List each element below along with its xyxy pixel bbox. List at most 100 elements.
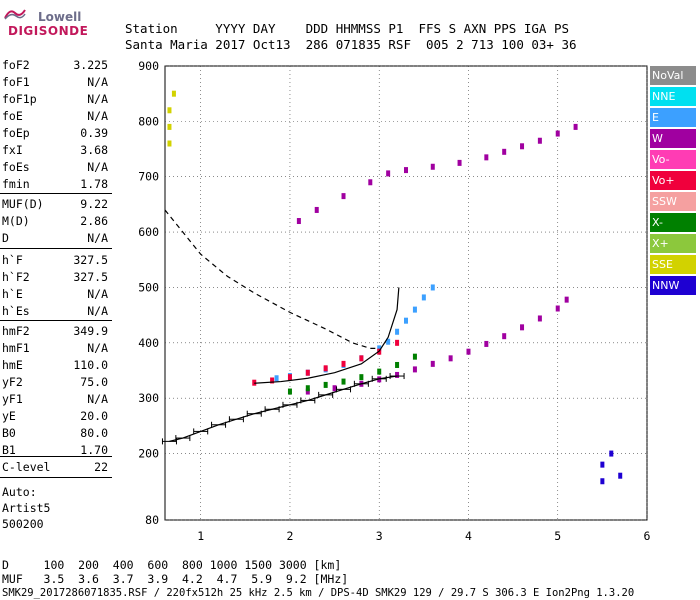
echo-point [537, 315, 542, 322]
echo-point [520, 143, 525, 150]
param-row: foEp 0.39 [2, 126, 108, 140]
separator [0, 193, 112, 194]
echo-point [386, 338, 391, 345]
legend-item-sse: SSE [650, 255, 696, 274]
auto-label: Auto: [2, 485, 37, 499]
legend-item-nnw: NNW [650, 276, 696, 295]
param-row: yF2 75.0 [2, 375, 108, 389]
echo-point [395, 371, 400, 378]
echo-point [457, 159, 462, 166]
y-tick-label: 400 [138, 336, 159, 350]
density-profile-line [169, 375, 398, 442]
y-tick-label: 500 [138, 280, 159, 294]
o-trace-curve [254, 287, 400, 384]
echo-point [287, 388, 292, 395]
legend-item-vo-minus: Vo- [650, 150, 696, 169]
echo-point [395, 328, 400, 335]
echo-point [421, 294, 426, 301]
echo-point [171, 90, 176, 97]
legend-item-x-plus: X+ [650, 234, 696, 253]
echo-point [412, 353, 417, 360]
echo-point [448, 355, 453, 362]
legend-item-nne: NNE [650, 87, 696, 106]
digisonde-logo-icon [4, 9, 26, 20]
echo-point [395, 361, 400, 368]
param-row: hmE 110.0 [2, 358, 108, 372]
y-tick-label: 700 [138, 170, 159, 184]
echo-point [555, 130, 560, 137]
separator [0, 320, 112, 321]
echo-point [296, 218, 301, 225]
x-tick-label: 5 [554, 529, 561, 543]
echo-point [502, 333, 507, 340]
echo-point [412, 306, 417, 313]
echo-point [484, 154, 489, 161]
legend-item-e: E [650, 108, 696, 127]
logo-top-text: Lowell [38, 10, 82, 24]
echo-point [609, 450, 614, 457]
echo-point [341, 193, 346, 200]
echo-point [395, 339, 400, 346]
logo-bottom-text: DIGISONDE [8, 24, 89, 38]
plot-frame [164, 65, 648, 521]
legend-item-vo-plus: Vo+ [650, 171, 696, 190]
echo-point [287, 374, 292, 381]
param-row: C-level 22 [2, 460, 108, 474]
y-tick-label: 80 [145, 513, 159, 527]
dashed-height-curve [164, 209, 380, 349]
header-row-labels: Station YYYY DAY DDD HHMMSS P1 FFS S AXN… [125, 21, 570, 36]
footer-file-info: SMK29_2017286071835.RSF / 220fx512h 25 k… [2, 587, 635, 599]
x-tick-label: 2 [286, 529, 293, 543]
echo-point [305, 385, 310, 392]
echo-point [466, 348, 471, 355]
auto-scaler-name: Artist5 [2, 501, 51, 515]
x-tick-label: 6 [644, 529, 651, 543]
echo-point [386, 170, 391, 177]
echo-point [323, 365, 328, 372]
echo-point [520, 324, 525, 331]
legend-item-ssw: SSW [650, 192, 696, 211]
echo-point [274, 375, 279, 382]
echo-point [323, 381, 328, 388]
echo-point [573, 123, 578, 130]
footer-distance-row: D 100 200 400 600 800 1000 1500 3000 [km… [2, 558, 342, 572]
echo-point [537, 137, 542, 144]
x-tick-label: 3 [376, 529, 383, 543]
param-row: h`Es N/A [2, 304, 108, 318]
echo-point [564, 296, 569, 303]
param-row: fmin 1.78 [2, 177, 108, 191]
param-row: yE 20.0 [2, 409, 108, 423]
legend-item-w: W [650, 129, 696, 148]
legend-item-noval: NoVal [650, 66, 696, 85]
param-row: foF1 N/A [2, 75, 108, 89]
param-row: MUF(D) 9.22 [2, 197, 108, 211]
echo-point [167, 140, 172, 147]
header-row-values: Santa Maria 2017 Oct13 286 071835 RSF 00… [125, 37, 577, 52]
echo-point [430, 284, 435, 291]
echo-point [502, 148, 507, 155]
echo-point [600, 478, 605, 485]
footer-muf-row: MUF 3.5 3.6 3.7 3.9 4.2 4.7 5.9 9.2 [MHz… [2, 572, 349, 586]
x-tick-label: 4 [465, 529, 472, 543]
legend-item-x-minus: X- [650, 213, 696, 232]
separator [0, 477, 112, 478]
y-tick-label: 900 [138, 59, 159, 73]
echo-point [377, 368, 382, 375]
echo-point [314, 206, 319, 213]
y-tick-label: 600 [138, 225, 159, 239]
echo-point [359, 374, 364, 381]
echo-point [600, 461, 605, 468]
param-row: yF1 N/A [2, 392, 108, 406]
auto-scaler-version: 500200 [2, 517, 44, 531]
param-row: D N/A [2, 231, 108, 245]
param-row: h`E N/A [2, 287, 108, 301]
param-row: foF1p N/A [2, 92, 108, 106]
echo-point [377, 345, 382, 352]
y-tick-label: 200 [138, 447, 159, 461]
param-row: h`F 327.5 [2, 253, 108, 267]
echo-point [167, 107, 172, 114]
echo-point [341, 378, 346, 385]
echo-point [305, 388, 310, 395]
